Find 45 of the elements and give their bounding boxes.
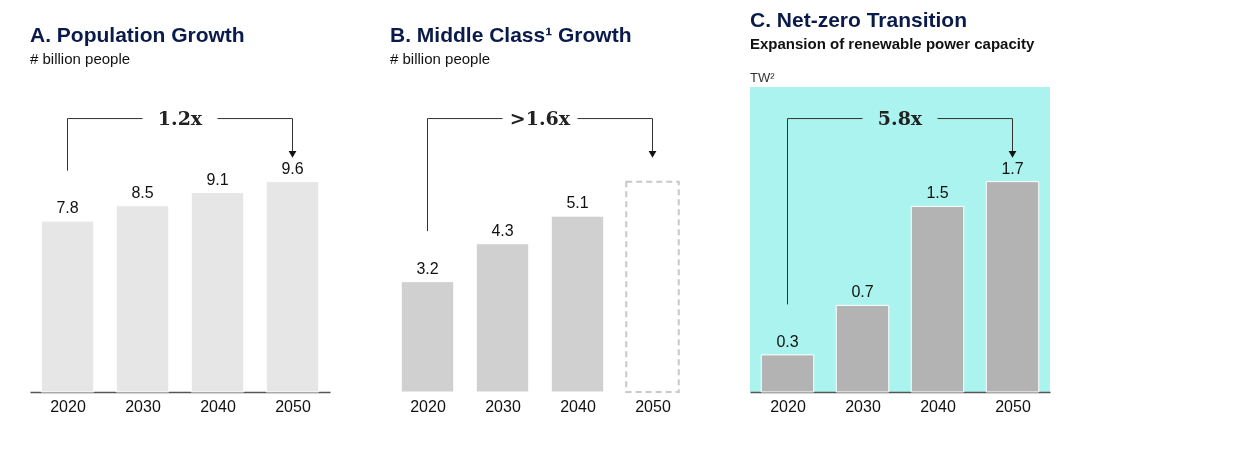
- data-label: 7.8: [56, 199, 79, 217]
- data-label: 8.5: [131, 183, 154, 201]
- chart-subtitle: # billion people: [390, 50, 491, 67]
- x-tick-label: 2040: [200, 397, 236, 415]
- bar: [475, 243, 530, 393]
- text: 5.8x: [877, 106, 923, 129]
- x-tick-label: 2050: [275, 397, 311, 415]
- chart-title: B. Middle Class¹ Growth: [390, 23, 632, 46]
- data-label: 0.3: [776, 332, 799, 350]
- bar: [40, 220, 95, 393]
- y-axis-title: TW²: [750, 70, 776, 85]
- x-tick-label: 2020: [770, 397, 806, 415]
- x-tick-label: 2030: [485, 397, 521, 415]
- data-label: 0.7: [851, 283, 874, 301]
- text: 1.2x: [157, 106, 203, 129]
- x-tick-label: 2020: [410, 397, 446, 415]
- bar: [190, 192, 245, 393]
- data-label: 9.1: [206, 170, 229, 188]
- x-tick-label: 2040: [920, 397, 956, 415]
- chart-subtitle: Expansion of renewable power capacity: [750, 35, 1035, 52]
- bar: [625, 180, 680, 393]
- x-tick-label: 2030: [125, 397, 161, 415]
- x-tick-label: 2020: [50, 397, 86, 415]
- bar: [760, 354, 815, 393]
- bar: [985, 181, 1040, 393]
- data-label: 1.7: [1001, 159, 1024, 177]
- x-tick-label: 2050: [635, 397, 671, 415]
- bar: [115, 205, 170, 393]
- chart-title: A. Population Growth: [30, 23, 245, 46]
- x-tick-label: 2040: [560, 397, 596, 415]
- data-label: 5.1: [566, 194, 589, 212]
- chart-title: C. Net-zero Transition: [750, 8, 968, 31]
- data-label: 1.5: [926, 184, 949, 202]
- bar: [400, 281, 455, 393]
- bar: [910, 205, 965, 393]
- x-tick-label: 2030: [845, 397, 881, 415]
- bar: [550, 215, 605, 393]
- data-label: 9.6: [281, 159, 304, 177]
- data-label: 3.2: [416, 259, 439, 277]
- bar: [265, 181, 320, 393]
- x-tick-label: 2050: [995, 397, 1031, 415]
- bar: [835, 304, 890, 393]
- text: >1.6x: [509, 106, 571, 129]
- data-label: 4.3: [491, 221, 514, 239]
- chart-subtitle: # billion people: [30, 50, 131, 67]
